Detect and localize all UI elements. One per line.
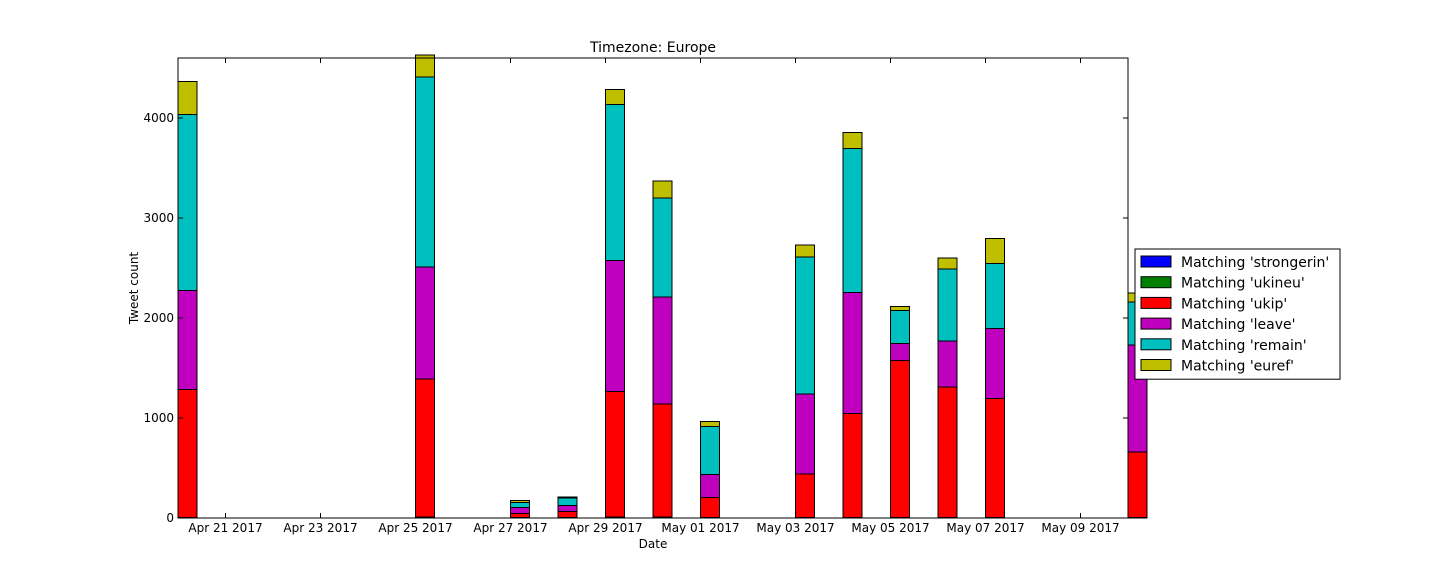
legend-label: Matching 'leave' — [1181, 317, 1296, 333]
x-tick-label: Apr 21 2017 — [188, 521, 262, 535]
legend: Matching 'strongerin' Matching 'ukineu' Ma… — [1134, 248, 1341, 380]
legend-swatch — [1140, 276, 1172, 289]
bar-segment — [985, 238, 1005, 264]
y-tick-label: 3000 — [143, 211, 174, 225]
bar-segment — [700, 497, 720, 518]
bar-segment — [890, 306, 910, 311]
bar-segment — [842, 413, 863, 518]
bar-segment — [985, 263, 1005, 329]
bar-segment — [937, 386, 958, 518]
bar-segment — [795, 393, 815, 475]
x-tick-label: Apr 29 2017 — [568, 521, 642, 535]
bar-segment — [985, 328, 1005, 399]
bar-segment — [937, 268, 958, 342]
bar-segment — [510, 507, 530, 514]
x-axis-label: Date — [639, 537, 668, 551]
bar-segment — [842, 148, 863, 293]
x-tick-label: May 09 2017 — [1041, 521, 1119, 535]
y-tick-label: 2000 — [143, 311, 174, 325]
x-tick-label: May 03 2017 — [756, 521, 834, 535]
bar-segment — [177, 290, 198, 390]
bar-segment — [415, 76, 435, 268]
y-tick-label: 0 — [166, 511, 174, 525]
bar-segment — [937, 257, 958, 270]
bar-segment — [557, 496, 578, 499]
y-tick-label: 1000 — [143, 411, 174, 425]
bar-segment — [985, 398, 1005, 518]
bar-segment — [890, 343, 910, 361]
bar-segment — [415, 266, 435, 380]
bar-segment — [700, 426, 720, 475]
legend-label: Matching 'ukineu' — [1181, 276, 1305, 292]
y-axis-label: Tweet count — [127, 252, 141, 326]
bar-segment — [177, 81, 198, 115]
bar-segment — [1127, 451, 1148, 518]
bar-segment — [652, 197, 673, 298]
legend-label: Matching 'ukip' — [1181, 296, 1287, 312]
x-tick-label: Apr 23 2017 — [283, 521, 357, 535]
x-tick-label: Apr 25 2017 — [378, 521, 452, 535]
bar-segment — [415, 54, 435, 78]
legend-swatch — [1140, 317, 1172, 330]
bar-segment — [510, 502, 530, 508]
bar-segment — [415, 378, 435, 518]
bar-segment — [557, 497, 578, 506]
bar-segment — [795, 244, 815, 258]
bar-segment — [937, 340, 958, 388]
y-tick-label: 4000 — [143, 111, 174, 125]
bar-segment — [700, 474, 720, 498]
legend-swatch — [1140, 255, 1172, 268]
bar-segment — [557, 511, 578, 518]
bar-segment — [605, 89, 625, 105]
bar-segment — [890, 360, 910, 518]
bar-segment — [700, 421, 720, 427]
bar-segment — [652, 296, 673, 405]
bar-segment — [510, 500, 530, 503]
legend-label: Matching 'remain' — [1181, 338, 1307, 354]
bar-segment — [890, 310, 910, 344]
bar-segment — [605, 104, 625, 261]
bar-segment — [652, 180, 673, 199]
bar-segment — [177, 114, 198, 291]
bars-layer — [177, 54, 1148, 519]
bar-segment — [557, 505, 578, 512]
legend-label: Matching 'euref' — [1181, 359, 1294, 375]
bar-segment — [842, 292, 863, 414]
legend-swatch — [1140, 359, 1172, 371]
bar-segment — [652, 403, 673, 518]
x-tick-label: Apr 27 2017 — [473, 521, 547, 535]
legend-label: Matching 'strongerin' — [1181, 255, 1329, 271]
bar-segment — [842, 132, 863, 149]
plot-frame — [177, 57, 1129, 519]
x-tick-label: May 05 2017 — [851, 521, 929, 535]
bar-segment — [795, 473, 815, 518]
chart-title: Timezone: Europe — [589, 40, 716, 56]
bar-segment — [177, 389, 198, 518]
x-axis: Apr 21 2017 Apr 23 2017 Apr 25 2017 Apr 27 … — [188, 58, 1120, 535]
bar-segment — [510, 513, 530, 518]
y-axis: 0 1000 2000 3000 4000 — [143, 111, 1128, 525]
bar-segment — [795, 256, 815, 395]
bar-segment — [605, 260, 625, 392]
legend-swatch — [1140, 338, 1172, 351]
x-tick-label: May 01 2017 — [661, 521, 739, 535]
x-tick-label: May 07 2017 — [946, 521, 1024, 535]
legend-box — [1134, 248, 1341, 380]
bar-segment — [605, 391, 625, 518]
legend-swatch — [1140, 296, 1172, 309]
